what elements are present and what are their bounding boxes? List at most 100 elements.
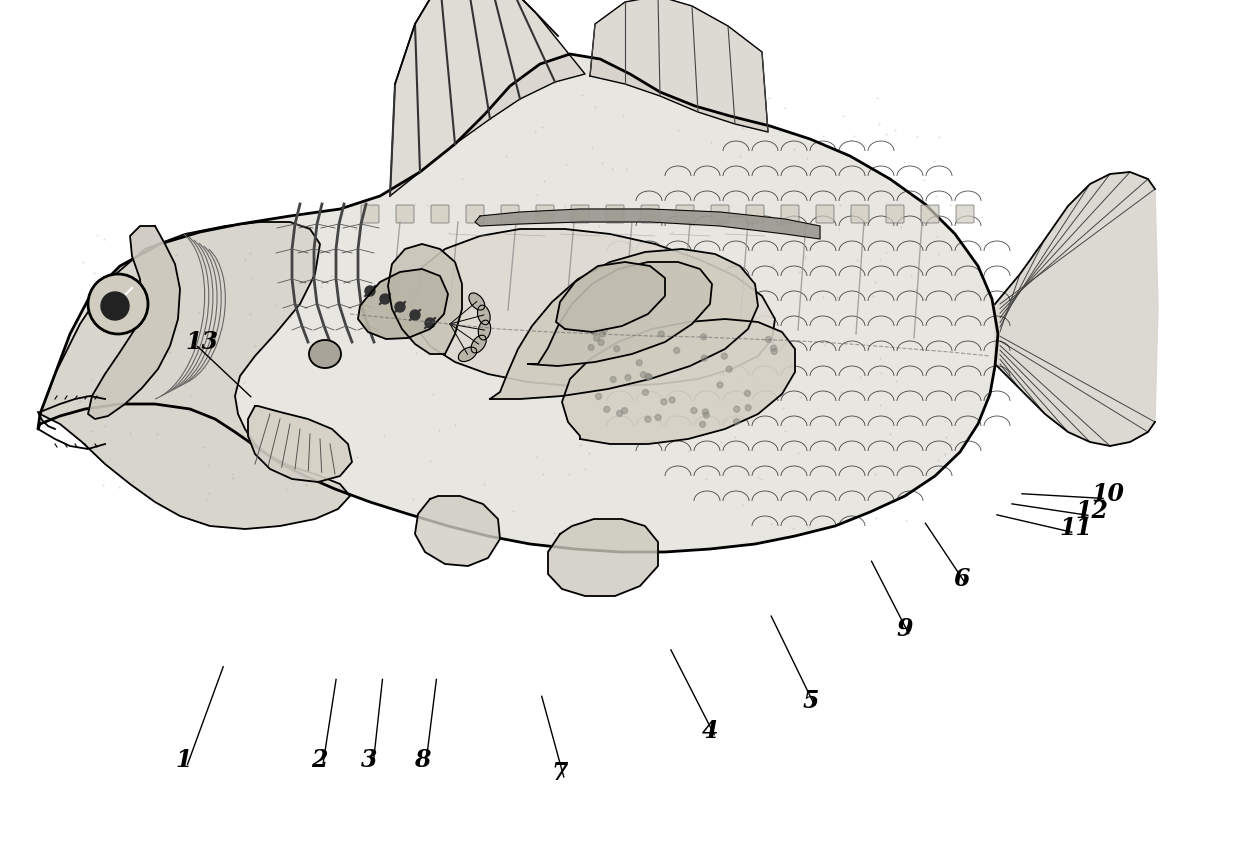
- Circle shape: [380, 294, 390, 304]
- FancyBboxPatch shape: [361, 205, 379, 223]
- FancyBboxPatch shape: [851, 205, 869, 223]
- FancyBboxPatch shape: [887, 205, 904, 223]
- Circle shape: [701, 334, 706, 340]
- Circle shape: [702, 409, 709, 415]
- Circle shape: [88, 274, 148, 334]
- FancyBboxPatch shape: [920, 205, 939, 223]
- Polygon shape: [387, 244, 461, 354]
- Circle shape: [601, 327, 607, 333]
- Circle shape: [596, 393, 602, 399]
- Circle shape: [655, 414, 661, 420]
- Text: 10: 10: [1091, 483, 1124, 506]
- Polygon shape: [357, 269, 448, 339]
- Text: 3: 3: [361, 749, 377, 772]
- Circle shape: [745, 405, 751, 411]
- Polygon shape: [40, 222, 350, 529]
- Polygon shape: [248, 406, 352, 482]
- Polygon shape: [38, 54, 998, 552]
- Text: 11: 11: [1060, 517, 1092, 540]
- Circle shape: [673, 348, 680, 354]
- FancyBboxPatch shape: [816, 205, 834, 223]
- Ellipse shape: [478, 306, 490, 325]
- Polygon shape: [994, 172, 1157, 446]
- Polygon shape: [589, 0, 767, 132]
- Circle shape: [734, 419, 740, 425]
- FancyBboxPatch shape: [781, 205, 799, 223]
- FancyBboxPatch shape: [466, 205, 484, 223]
- FancyBboxPatch shape: [396, 205, 414, 223]
- Circle shape: [102, 292, 129, 320]
- Ellipse shape: [469, 293, 485, 310]
- Polygon shape: [475, 209, 820, 239]
- Circle shape: [395, 302, 405, 312]
- Circle shape: [645, 416, 651, 422]
- FancyBboxPatch shape: [502, 205, 519, 223]
- FancyBboxPatch shape: [431, 205, 449, 223]
- Circle shape: [611, 376, 616, 382]
- Circle shape: [726, 366, 732, 372]
- Text: 13: 13: [186, 331, 218, 354]
- Circle shape: [700, 421, 706, 427]
- FancyBboxPatch shape: [746, 205, 764, 223]
- Circle shape: [670, 397, 675, 403]
- Circle shape: [646, 374, 652, 380]
- Circle shape: [745, 390, 750, 397]
- Circle shape: [645, 374, 651, 380]
- Circle shape: [765, 337, 771, 343]
- Circle shape: [588, 344, 594, 350]
- Ellipse shape: [472, 335, 487, 353]
- Circle shape: [770, 345, 776, 351]
- Circle shape: [641, 371, 646, 378]
- Circle shape: [617, 410, 623, 416]
- FancyBboxPatch shape: [956, 205, 974, 223]
- Text: 7: 7: [552, 761, 568, 785]
- Circle shape: [771, 349, 777, 354]
- Circle shape: [691, 408, 697, 414]
- Circle shape: [717, 382, 724, 388]
- Circle shape: [599, 331, 606, 337]
- Polygon shape: [390, 0, 586, 196]
- Circle shape: [661, 399, 667, 405]
- Circle shape: [703, 412, 710, 418]
- Circle shape: [701, 355, 707, 361]
- Circle shape: [593, 335, 599, 341]
- FancyBboxPatch shape: [606, 205, 624, 223]
- Circle shape: [591, 329, 597, 335]
- Polygon shape: [413, 229, 775, 386]
- FancyBboxPatch shape: [535, 205, 554, 223]
- Polygon shape: [562, 319, 795, 444]
- Polygon shape: [415, 496, 500, 566]
- Text: 4: 4: [702, 719, 719, 743]
- Circle shape: [734, 406, 740, 412]
- Circle shape: [410, 310, 420, 320]
- Text: 1: 1: [176, 749, 192, 772]
- Circle shape: [624, 375, 631, 381]
- Ellipse shape: [478, 320, 490, 340]
- Circle shape: [721, 353, 727, 359]
- Circle shape: [598, 339, 604, 345]
- Polygon shape: [548, 519, 658, 596]
- Circle shape: [425, 318, 435, 328]
- Text: 6: 6: [953, 567, 969, 591]
- Circle shape: [604, 407, 609, 413]
- Ellipse shape: [308, 340, 341, 368]
- Polygon shape: [528, 262, 712, 366]
- Text: 8: 8: [414, 749, 430, 772]
- Ellipse shape: [458, 347, 477, 361]
- Polygon shape: [88, 226, 181, 419]
- Text: 12: 12: [1076, 500, 1109, 523]
- Polygon shape: [490, 249, 757, 399]
- Circle shape: [365, 286, 375, 296]
- FancyBboxPatch shape: [571, 205, 589, 223]
- Text: 2: 2: [311, 749, 327, 772]
- Circle shape: [658, 331, 665, 337]
- Polygon shape: [556, 262, 665, 332]
- FancyBboxPatch shape: [676, 205, 693, 223]
- Circle shape: [642, 389, 648, 395]
- FancyBboxPatch shape: [641, 205, 660, 223]
- Circle shape: [622, 408, 627, 414]
- Circle shape: [613, 346, 619, 352]
- Text: 5: 5: [803, 690, 819, 713]
- Circle shape: [636, 360, 642, 365]
- Text: 9: 9: [897, 618, 913, 641]
